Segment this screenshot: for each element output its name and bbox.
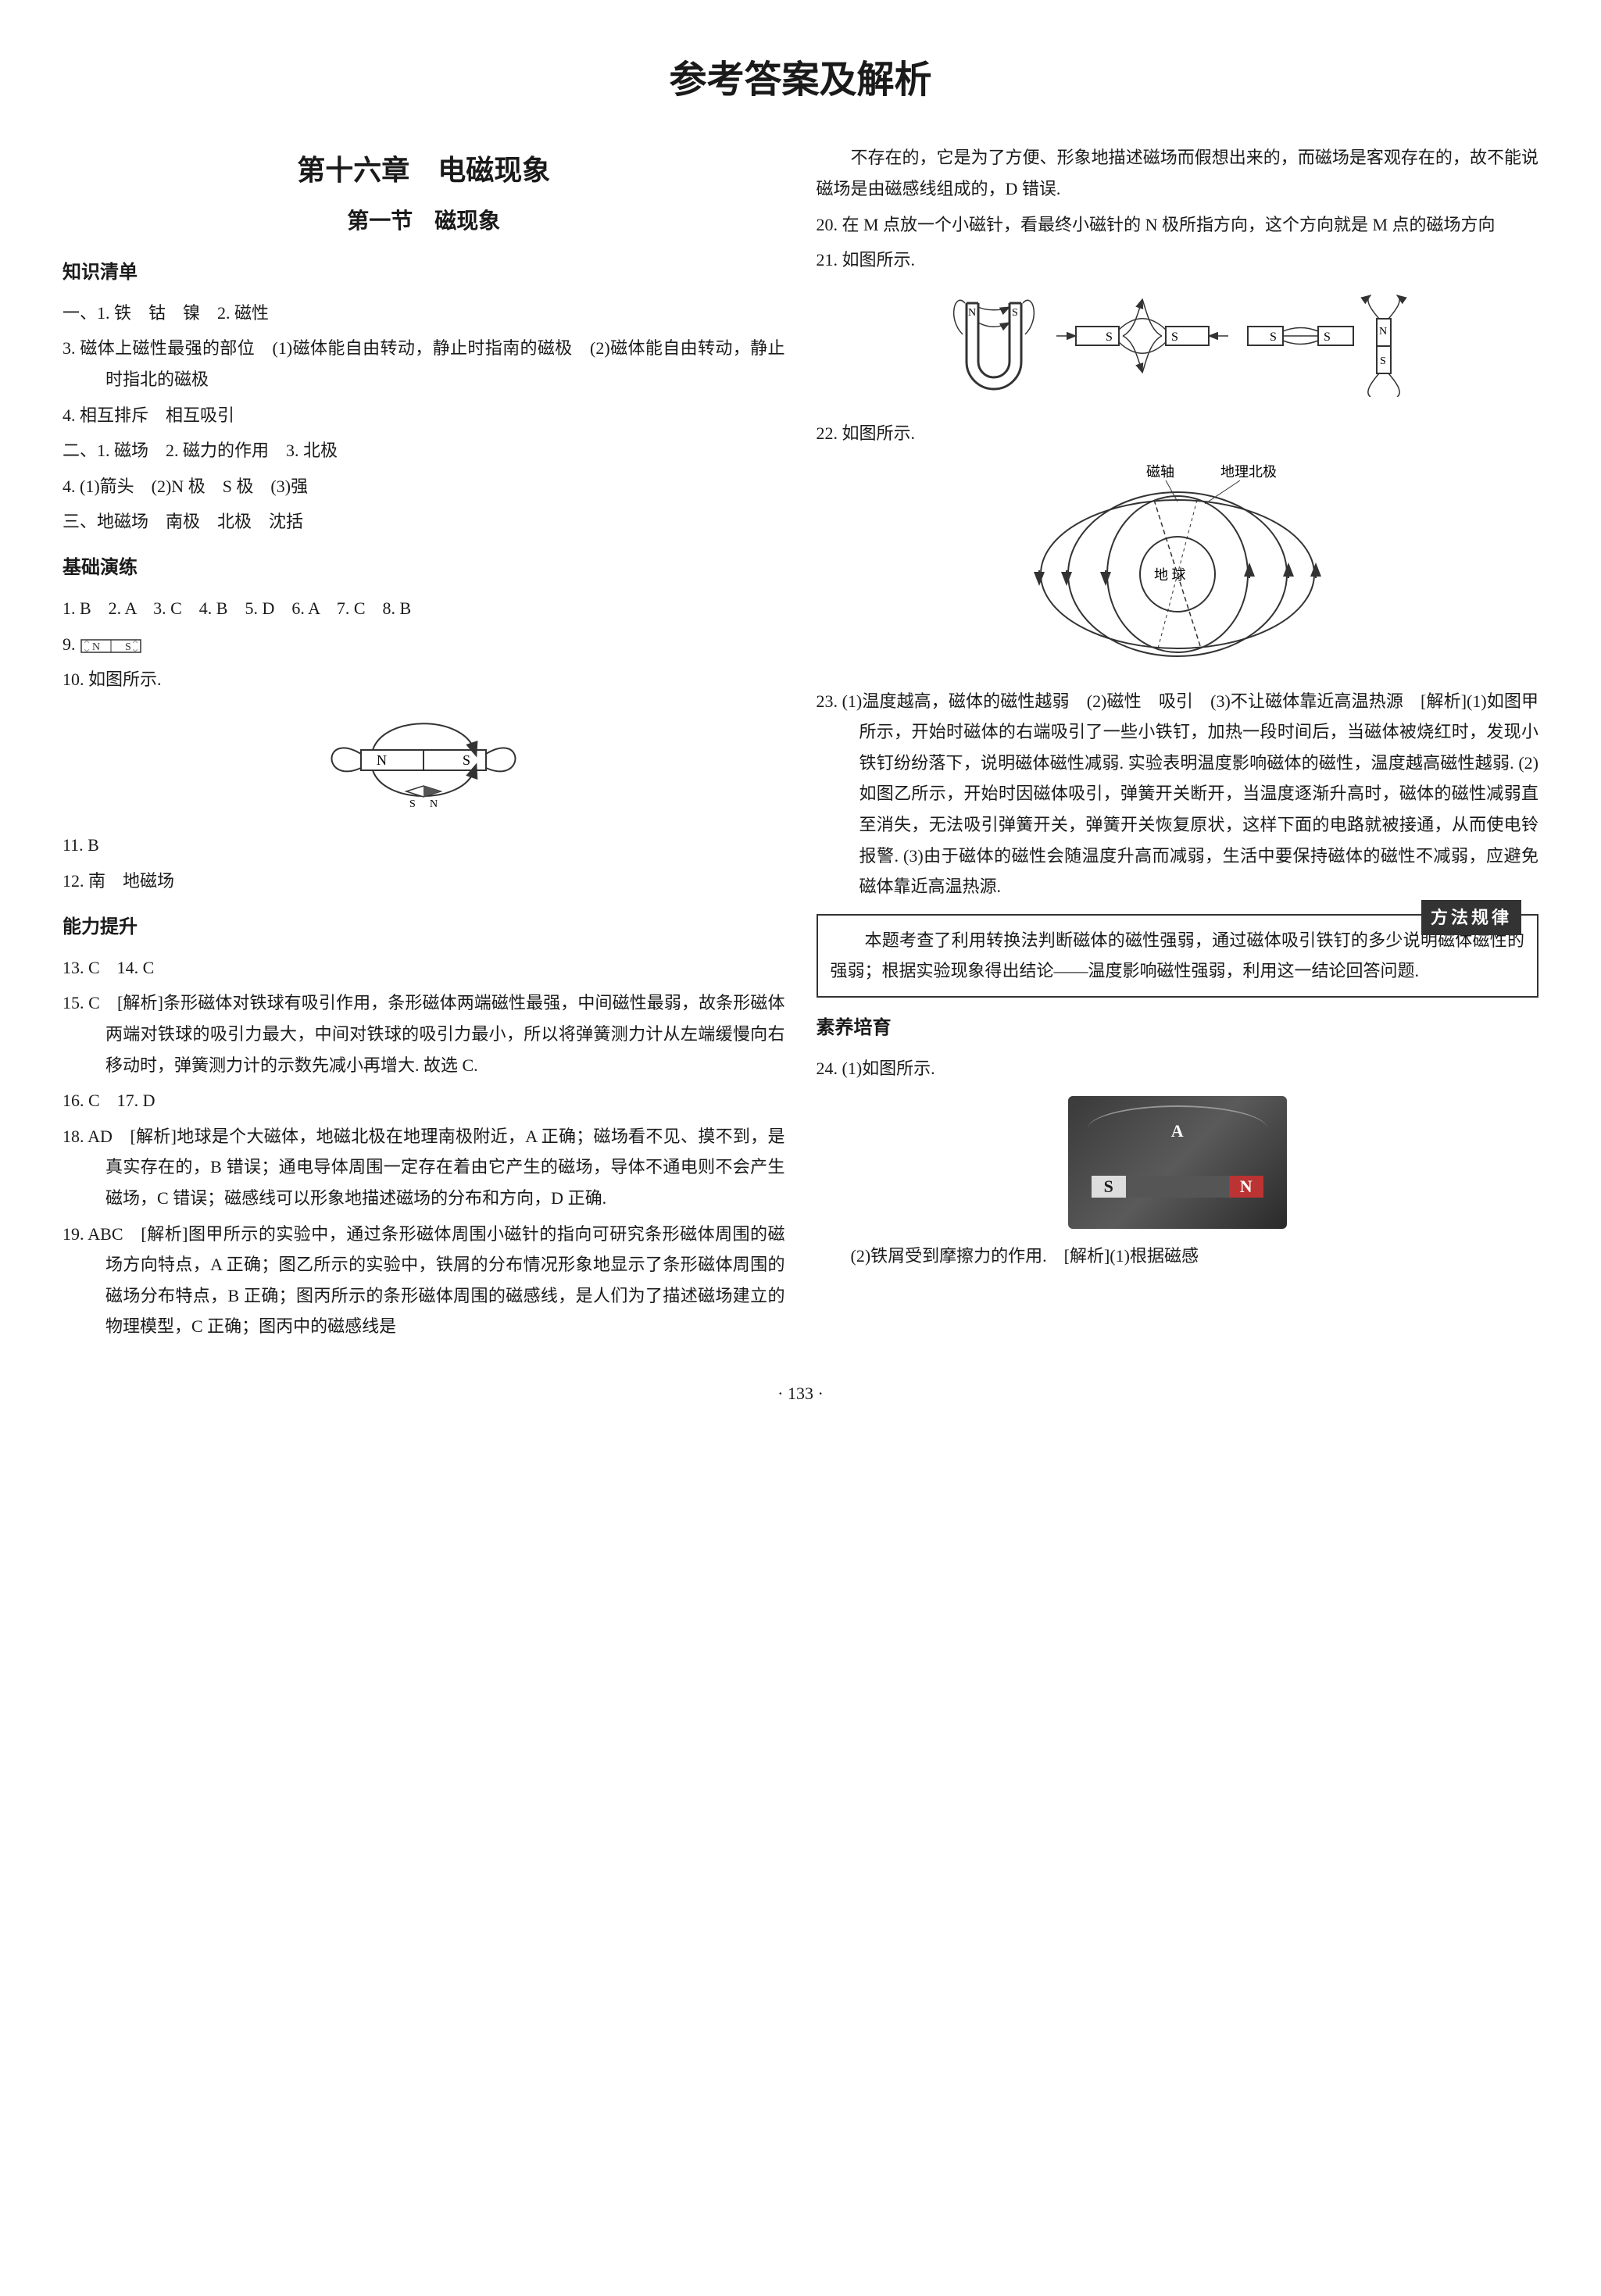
page-number: · 133 · [63, 1378, 1538, 1409]
chapter-title: 第十六章 电磁现象 [63, 145, 785, 196]
zhishi-3: 4. 相互排斥 相互吸引 [63, 400, 785, 431]
svg-text:S: S [1324, 330, 1331, 344]
nengli-15: 15. C [解析]条形磁体对铁球有吸引作用，条形磁体两端磁性最强，中间磁性最弱… [63, 987, 785, 1080]
nengli-19-cont: 不存在的，它是为了方便、形象地描述磁场而假想出来的，而磁场是客观存在的，故不能说… [817, 142, 1539, 204]
heading-jichu: 基础演练 [63, 552, 785, 585]
svg-text:S: S [1171, 330, 1178, 344]
svg-text:S: S [1270, 330, 1277, 344]
zhishi-1: 一、1. 铁 钴 镍 2. 磁性 [63, 298, 785, 329]
svg-text:N: N [430, 798, 438, 809]
figure-q10: N S S N [63, 707, 785, 819]
jichu-1-8: 1. B 2. A 3. C 4. B 5. D 6. A 7. C 8. B [63, 593, 785, 624]
content-columns: 第十六章 电磁现象 第一节 磁现象 知识清单 一、1. 铁 钴 镍 2. 磁性 … [63, 137, 1538, 1347]
item-22: 22. 如图所示. [817, 418, 1539, 449]
section-title: 第一节 磁现象 [63, 202, 785, 241]
nengli-16-17: 16. C 17. D [63, 1085, 785, 1116]
jichu-9: 9. N S [63, 629, 785, 660]
label-axis: 磁轴 [1146, 464, 1174, 480]
zhishi-6: 三、地磁场 南极 北极 沈括 [63, 506, 785, 537]
q9-magnet-icon: N S [80, 635, 142, 657]
left-column: 第十六章 电磁现象 第一节 磁现象 知识清单 一、1. 铁 钴 镍 2. 磁性 … [63, 137, 785, 1347]
label-earth: 地 球 [1154, 567, 1186, 583]
method-box-label: 方法规律 [1421, 900, 1521, 936]
nengli-18: 18. AD [解析]地球是个大磁体，地磁北极在地理南极附近，A 正确；磁场看不… [63, 1121, 785, 1214]
figure-q21: N S S S [817, 287, 1539, 407]
figure-q22: 磁轴 地理北极 地 球 [817, 461, 1539, 674]
nengli-19: 19. ABC [解析]图甲所示的实验中，通过条形磁体周围小磁针的指向可研究条形… [63, 1219, 785, 1342]
svg-text:S: S [1012, 307, 1018, 319]
page-title: 参考答案及解析 [63, 47, 1538, 114]
svg-text:N: N [1379, 326, 1387, 337]
item-24b: (2)铁屑受到摩擦力的作用. [解析](1)根据磁感 [817, 1241, 1539, 1272]
item-23: 23. (1)温度越高，磁体的磁性越弱 (2)磁性 吸引 (3)不让磁体靠近高温… [817, 686, 1539, 902]
svg-text:S: S [1106, 330, 1113, 344]
label-north: 地理北极 [1220, 464, 1277, 480]
zhishi-2: 3. 磁体上磁性最强的部位 (1)磁体能自由转动，静止时指南的磁极 (2)磁体能… [63, 333, 785, 395]
method-box: 方法规律 本题考查了利用转换法判断磁体的磁性强弱，通过磁体吸引铁钉的多少说明磁体… [817, 914, 1539, 998]
zhishi-4: 二、1. 磁场 2. 磁力的作用 3. 北极 [63, 435, 785, 466]
figure-q24: A S N [817, 1096, 1539, 1229]
svg-text:S: S [409, 798, 416, 809]
svg-text:N: N [377, 752, 387, 768]
jichu-10: 10. 如图所示. [63, 664, 785, 695]
jichu-11: 11. B [63, 830, 785, 861]
svg-text:S: S [1380, 355, 1386, 367]
nengli-13-14: 13. C 14. C [63, 952, 785, 984]
svg-text:S: S [125, 641, 131, 653]
method-text: 本题考查了利用转换法判断磁体的磁性强弱，通过磁体吸引铁钉的多少说明磁体磁性的强弱… [831, 930, 1525, 981]
svg-text:S: S [463, 752, 470, 768]
item-21: 21. 如图所示. [817, 245, 1539, 276]
item-20: 20. 在 M 点放一个小磁针，看最终小磁针的 N 极所指方向，这个方向就是 M… [817, 209, 1539, 241]
svg-text:N: N [92, 641, 100, 653]
right-column: 不存在的，它是为了方便、形象地描述磁场而假想出来的，而磁场是客观存在的，故不能说… [817, 137, 1539, 1347]
svg-text:N: N [968, 307, 976, 319]
zhishi-5: 4. (1)箭头 (2)N 极 S 极 (3)强 [63, 471, 785, 502]
heading-nengli: 能力提升 [63, 911, 785, 944]
jichu-12: 12. 南 地磁场 [63, 866, 785, 897]
item-24a: 24. (1)如图所示. [817, 1053, 1539, 1084]
heading-suyang: 素养培育 [817, 1012, 1539, 1045]
jichu-9-num: 9. [63, 634, 80, 654]
heading-zhishi: 知识清单 [63, 256, 785, 290]
